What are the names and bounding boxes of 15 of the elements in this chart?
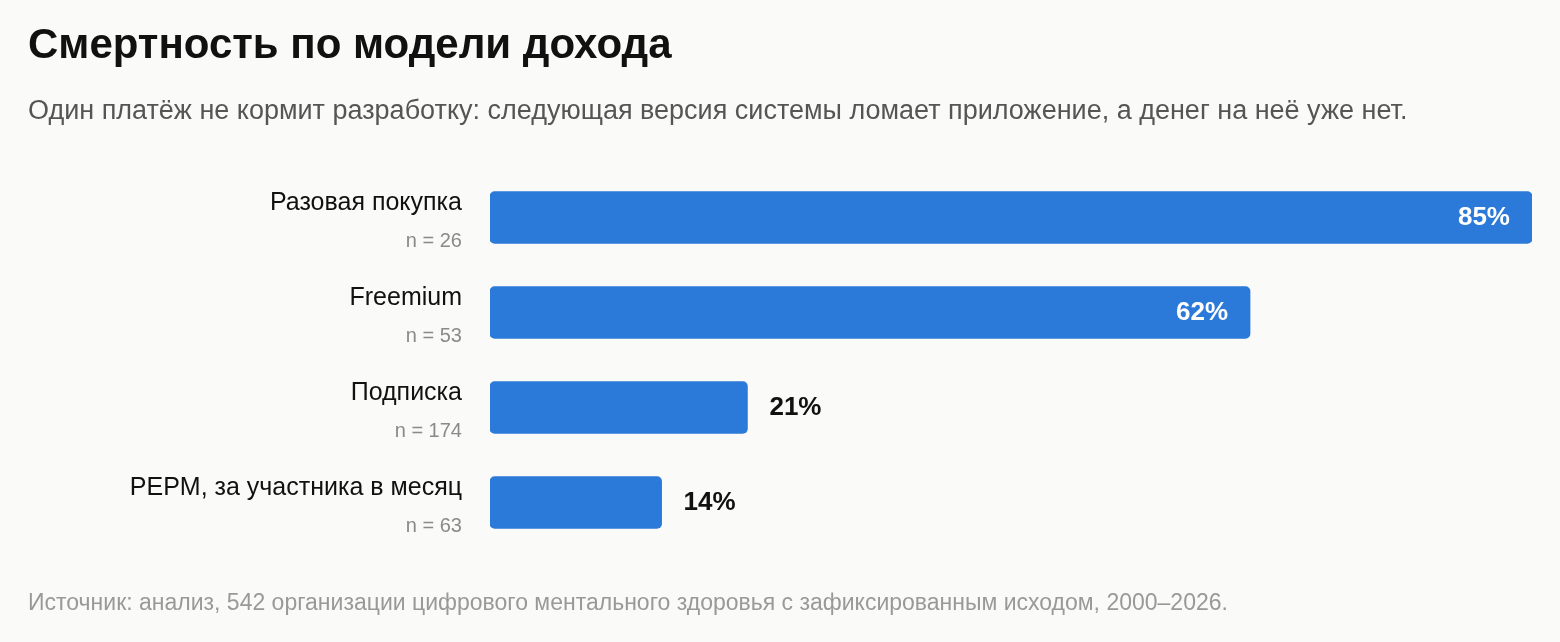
y-tick-label: PEPM, за участника в месяц n = 63 [129, 472, 462, 537]
data-label: 21% [769, 390, 822, 421]
bar [490, 476, 662, 529]
y-tick-label: Разовая покупка n = 26 [269, 187, 463, 252]
bar [490, 286, 1251, 339]
y-tick-label: Freemium n = 53 [349, 282, 462, 347]
text: Источник: анализ, 542 организации цифрового ментального здоровья с зафиксированным исходом, 2000–2026. [28, 589, 1228, 616]
chart-title: Смертность по модели дохода [28, 20, 672, 68]
bar [490, 381, 748, 434]
data-label: 14% [683, 485, 736, 516]
data-label: 62% [1176, 295, 1229, 326]
data-label: 85% [1457, 200, 1510, 231]
y-tick-label: Подписка n = 174 [350, 377, 463, 442]
chart-subtitle: Один платёж не кормит разработку: следующая версия системы ломает приложение, а денег на неё уже нет. [28, 95, 1408, 126]
bar [490, 191, 1532, 244]
